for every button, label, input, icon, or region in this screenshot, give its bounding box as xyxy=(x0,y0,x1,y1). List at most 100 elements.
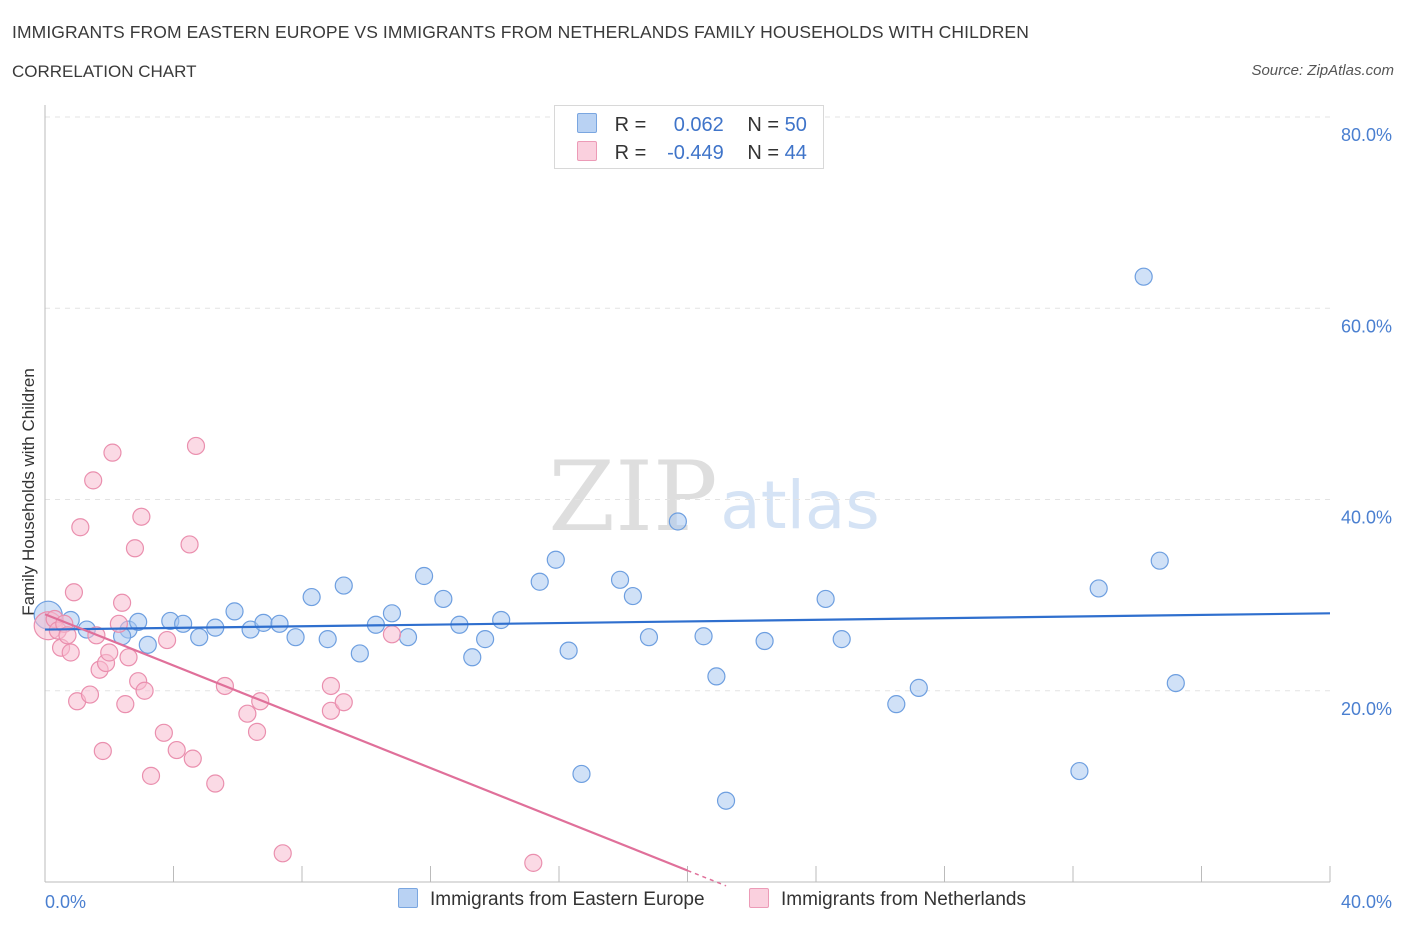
netherlands-point xyxy=(125,539,145,558)
bottom-legend-netherlands: Immigrants from Netherlands xyxy=(749,888,1026,911)
legend-n-label: N = xyxy=(747,114,780,136)
eastern-europe-point xyxy=(398,628,418,647)
legend-r-value: 0.062 xyxy=(673,114,724,136)
netherlands-point xyxy=(206,774,225,793)
y-tick-label: 80.0% xyxy=(1341,125,1392,145)
eastern-europe-point xyxy=(623,586,642,606)
eastern-europe-point xyxy=(816,589,835,609)
x-tick-label: 40.0% xyxy=(1341,892,1392,912)
netherlands-point xyxy=(524,853,543,872)
netherlands-point xyxy=(167,740,186,760)
netherlands-point xyxy=(80,685,100,704)
eastern-europe-point xyxy=(414,566,434,586)
bottom-legend-eastern-europe: Immigrants from Eastern Europe xyxy=(398,888,705,911)
netherlands-point xyxy=(132,507,151,526)
eastern-europe-point xyxy=(1089,579,1108,598)
eastern-europe-point xyxy=(639,628,659,647)
legend-r-label: R = xyxy=(614,142,647,164)
eastern-europe-point xyxy=(1166,673,1185,693)
eastern-europe-point xyxy=(138,635,157,654)
legend-row-netherlands: R = -0.449 N = 44 xyxy=(577,141,807,165)
netherlands-trend-line xyxy=(44,613,688,872)
stats-legend: R = 0.062 N = 50 R = -0.449 N = 44 xyxy=(554,105,824,169)
netherlands-point xyxy=(64,583,84,602)
netherlands-point xyxy=(103,443,122,462)
netherlands-trend-line-extension xyxy=(687,869,727,887)
eastern-europe-point xyxy=(1150,551,1169,570)
eastern-europe-point xyxy=(572,764,591,784)
eastern-europe-point xyxy=(190,628,209,647)
eastern-europe-point xyxy=(476,630,495,649)
bottom-legend-label: Immigrants from Netherlands xyxy=(781,889,1026,910)
netherlands-point xyxy=(61,643,80,662)
legend-n-value: 50 xyxy=(784,114,807,136)
y-axis-label: Family Households with Children xyxy=(19,368,38,616)
eastern-europe-point xyxy=(832,630,851,649)
legend-swatch-blue xyxy=(577,113,597,133)
netherlands-point xyxy=(183,749,202,768)
netherlands-point xyxy=(135,681,154,700)
netherlands-point xyxy=(154,723,173,742)
netherlands-point xyxy=(247,722,267,741)
netherlands-point xyxy=(273,844,292,863)
watermark-zip: ZIP xyxy=(548,441,717,553)
eastern-europe-trend-line xyxy=(44,612,1331,631)
bottom-legend-swatch-pink xyxy=(749,888,769,908)
eastern-europe-point xyxy=(546,550,565,569)
netherlands-point xyxy=(100,643,119,662)
eastern-europe-point xyxy=(334,576,353,595)
netherlands-point xyxy=(186,436,206,456)
netherlands-point xyxy=(141,766,161,785)
watermark-atlas: atlas xyxy=(720,467,880,544)
netherlands-point xyxy=(334,693,353,712)
chart-subtitle: CORRELATION CHART xyxy=(12,62,197,81)
netherlands-point xyxy=(119,648,138,667)
netherlands-point xyxy=(157,630,177,650)
trend-lines xyxy=(44,612,1331,887)
x-tick-label: 0.0% xyxy=(45,892,86,912)
legend-r-label: R = xyxy=(614,114,647,136)
eastern-europe-point xyxy=(318,630,337,649)
eastern-europe-point xyxy=(225,602,244,621)
netherlands-point xyxy=(71,518,90,537)
netherlands-point xyxy=(238,704,257,723)
eastern-europe-point xyxy=(463,648,482,667)
y-axis-ticks: 20.0% 40.0% 60.0% 80.0% xyxy=(1341,125,1392,719)
eastern-europe-point xyxy=(286,628,305,647)
eastern-europe-point xyxy=(302,587,321,607)
eastern-europe-point xyxy=(755,631,774,651)
legend-swatch-pink xyxy=(577,141,597,161)
y-tick-label: 40.0% xyxy=(1341,508,1392,528)
eastern-europe-point xyxy=(254,613,273,632)
eastern-europe-point xyxy=(382,604,402,623)
series-points xyxy=(33,267,1185,872)
netherlands-point xyxy=(84,471,103,490)
source-note: Source: ZipAtlas.com xyxy=(1251,62,1394,79)
eastern-europe-point xyxy=(270,614,289,633)
eastern-europe-point xyxy=(434,589,453,609)
y-tick-label: 60.0% xyxy=(1341,316,1392,336)
eastern-europe-point xyxy=(174,614,193,633)
netherlands-point xyxy=(321,676,341,696)
bottom-legend-label: Immigrants from Eastern Europe xyxy=(430,889,705,910)
eastern-europe-point xyxy=(716,791,736,810)
netherlands-point xyxy=(116,695,135,714)
eastern-europe-point xyxy=(668,512,687,531)
x-axis-ticks: 0.0% 40.0% xyxy=(45,892,1392,912)
eastern-europe-point xyxy=(1070,761,1089,781)
legend-r-value: -0.449 xyxy=(667,142,724,164)
eastern-europe-point xyxy=(610,570,630,589)
eastern-europe-point xyxy=(707,667,726,686)
eastern-europe-point xyxy=(694,627,713,646)
netherlands-point xyxy=(93,741,112,761)
legend-n-value: 44 xyxy=(784,142,807,164)
eastern-europe-point xyxy=(887,695,906,714)
eastern-europe-point xyxy=(129,612,148,632)
netherlands-point xyxy=(321,701,341,720)
netherlands-point xyxy=(58,626,77,645)
netherlands-point xyxy=(180,535,199,554)
eastern-europe-point xyxy=(909,678,928,697)
bottom-legend-swatch-blue xyxy=(398,888,418,908)
eastern-europe-point xyxy=(530,572,549,591)
